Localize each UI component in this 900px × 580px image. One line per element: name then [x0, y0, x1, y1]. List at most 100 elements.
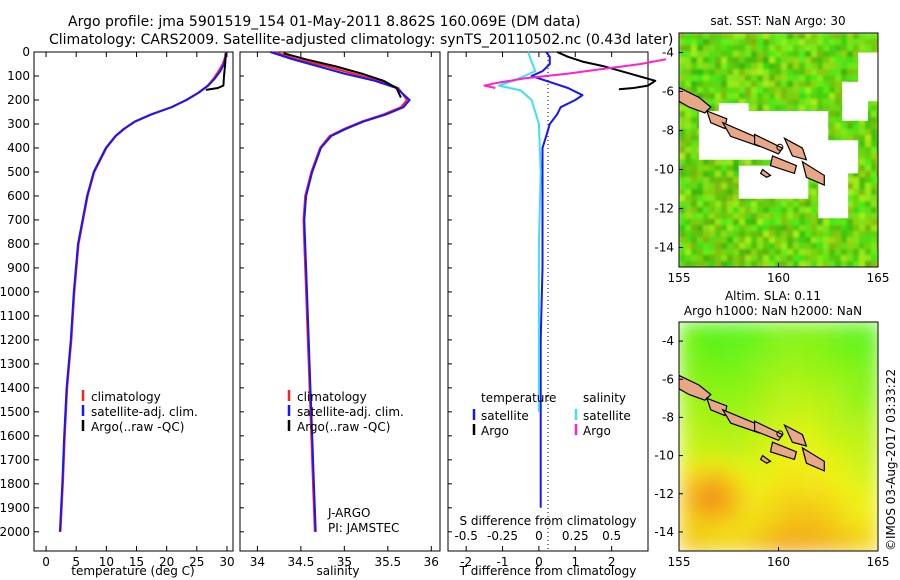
heatmap-cell — [829, 332, 840, 343]
heatmap-cell — [809, 422, 820, 433]
heatmap-cell — [721, 201, 728, 208]
heatmap-cell — [699, 522, 710, 533]
heatmap-cell — [859, 462, 870, 473]
heatmap-cell — [775, 249, 782, 256]
heatmap-cell — [685, 189, 692, 196]
heatmap-cell — [779, 342, 790, 353]
heatmap-cell — [703, 219, 710, 226]
heatmap-cell — [793, 237, 800, 244]
heatmap-cell — [721, 63, 728, 70]
heatmap-cell — [859, 189, 866, 196]
heatmap-cell — [859, 352, 870, 363]
heatmap-cell — [789, 322, 800, 333]
heatmap-cell — [719, 462, 730, 473]
heatmap-cell — [715, 51, 722, 58]
heatmap-cell — [811, 33, 818, 40]
heatmap-cell — [709, 502, 720, 513]
heatmap-cell — [865, 237, 872, 244]
heatmap-cell — [805, 87, 812, 94]
heatmap-cell — [835, 33, 842, 40]
heatmap-cell — [775, 75, 782, 82]
island — [769, 441, 798, 461]
heatmap-cell — [715, 183, 722, 190]
heatmap-cell — [819, 322, 830, 333]
heatmap-cell — [729, 502, 740, 513]
depth-tick-label: 900 — [7, 261, 30, 275]
heatmap-cell — [859, 177, 866, 184]
heatmap-cell — [847, 39, 854, 46]
heatmap-cell — [699, 362, 710, 373]
heatmap-cell — [829, 542, 840, 551]
heatmap-cell — [729, 342, 740, 353]
heatmap-cell — [709, 532, 720, 543]
heatmap-cell — [739, 159, 746, 166]
heatmap-cell — [811, 261, 818, 267]
heatmap-cell — [835, 255, 842, 262]
heatmap-cell — [805, 237, 812, 244]
heatmap-cell — [709, 219, 716, 226]
heatmap-cell — [715, 243, 722, 250]
heatmap-cell — [871, 123, 878, 130]
heatmap-cell — [733, 63, 740, 70]
heatmap-cell — [811, 75, 818, 82]
heatmap-cell — [841, 45, 848, 52]
heatmap-cell — [685, 129, 692, 136]
heatmap-cell — [789, 492, 800, 503]
heatmap-cell — [793, 69, 800, 76]
heatmap-cell — [811, 87, 818, 94]
title-line-1: Argo profile: jma 5901519_154 01-May-201… — [68, 14, 581, 30]
heatmap-cell — [759, 492, 770, 503]
heatmap-cell — [689, 362, 700, 373]
heatmap-cell — [809, 462, 820, 473]
copyright-stamp: ©IMOS 03-Aug-2017 03:33:22 — [884, 369, 898, 551]
heatmap-cell — [703, 177, 710, 184]
heatmap-cell — [759, 432, 770, 443]
heatmap-cell — [799, 33, 806, 40]
heatmap-cell — [697, 165, 704, 172]
heatmap-cell — [809, 342, 820, 353]
heatmap-cell — [729, 372, 740, 383]
heatmap-cell — [749, 342, 760, 353]
heatmap-cell — [799, 225, 806, 232]
heatmap-cell — [733, 57, 740, 64]
heatmap-cell — [847, 255, 854, 262]
heatmap-cell — [709, 243, 716, 250]
heatmap-cell — [721, 33, 728, 40]
heatmap-cell — [871, 153, 878, 160]
heatmap-cell — [751, 201, 758, 208]
heatmap-cell — [689, 332, 700, 343]
heatmap-cell — [799, 392, 810, 403]
island — [783, 423, 808, 447]
heatmap-cell — [805, 231, 812, 238]
heatmap-cell — [805, 225, 812, 232]
heatmap-cell — [745, 249, 752, 256]
heatmap-cell — [859, 123, 866, 130]
heatmap-cell — [829, 342, 840, 353]
heatmap-cell — [809, 392, 820, 403]
heatmap-cell — [739, 213, 746, 220]
heatmap-cell — [787, 243, 794, 250]
heatmap-cell — [865, 177, 872, 184]
heatmap-cell — [817, 225, 824, 232]
heatmap-cell — [709, 165, 716, 172]
heatmap-cell — [703, 63, 710, 70]
heatmap-cell — [835, 135, 842, 142]
heatmap-cell — [739, 201, 746, 208]
heatmap-cell — [817, 75, 824, 82]
heatmap-cell — [699, 402, 710, 413]
heatmap-cell — [727, 87, 734, 94]
heatmap-cell — [745, 69, 752, 76]
heatmap-cell — [793, 255, 800, 262]
heatmap-cell — [679, 392, 690, 403]
depth-tick-label: 1100 — [0, 309, 30, 323]
heatmap-cell — [779, 402, 790, 413]
heatmap-cell — [727, 39, 734, 46]
heatmap-cell — [779, 512, 790, 523]
heatmap-cell — [757, 33, 764, 40]
heatmap-cell — [751, 261, 758, 267]
heatmap-cell — [727, 63, 734, 70]
heatmap-cell — [699, 382, 710, 393]
heatmap-cell — [709, 249, 716, 256]
heatmap-cell — [733, 237, 740, 244]
heatmap-cell — [823, 105, 830, 112]
